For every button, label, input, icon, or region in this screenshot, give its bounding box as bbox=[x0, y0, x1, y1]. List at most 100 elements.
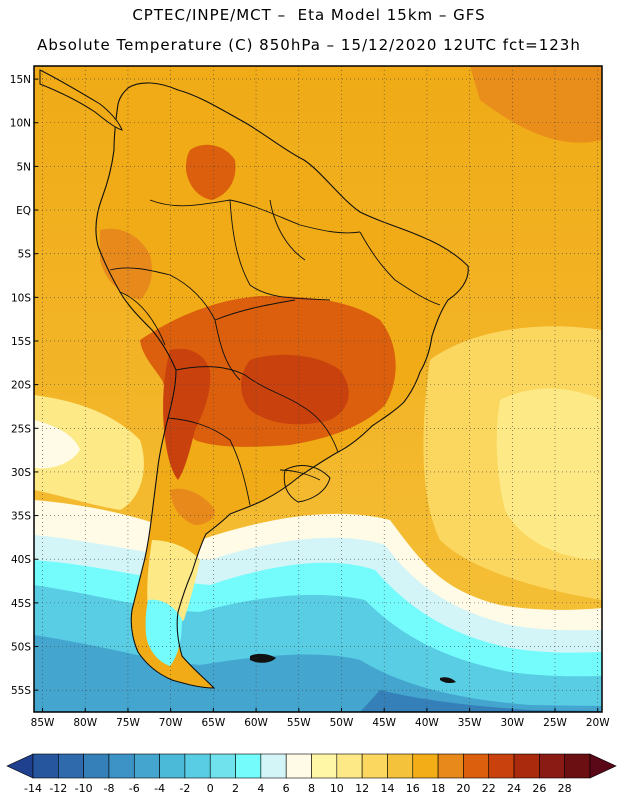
lat-label: 25S bbox=[11, 423, 31, 435]
colorbar-box bbox=[285, 753, 312, 779]
country-borders bbox=[109, 199, 441, 506]
colorbar-box bbox=[209, 753, 236, 779]
colorbar-label: 0 bbox=[207, 782, 214, 795]
lon-label: 25W bbox=[543, 717, 567, 729]
lon-label: 70W bbox=[159, 717, 183, 729]
lon-label: 35W bbox=[458, 717, 482, 729]
colorbar-box bbox=[235, 753, 262, 779]
lat-label: 5N bbox=[16, 161, 31, 173]
map-panel bbox=[33, 65, 603, 713]
colorbar-box bbox=[58, 753, 84, 779]
colorbar-box bbox=[437, 753, 464, 779]
colorbar-label: 24 bbox=[507, 782, 521, 795]
colorbar-box bbox=[412, 753, 439, 779]
colorbar-label: -6 bbox=[129, 782, 140, 795]
lat-label: 30S bbox=[11, 467, 31, 479]
lon-label: 75W bbox=[116, 717, 140, 729]
colorbar-box bbox=[83, 753, 110, 779]
colorbar-label: 2 bbox=[232, 782, 239, 795]
colorbar-box bbox=[539, 753, 565, 779]
chart-title-source: CPTEC/INPE/MCT – Eta Model 15km – GFS bbox=[132, 6, 486, 24]
blue-band-south bbox=[34, 635, 602, 712]
lon-label: 45W bbox=[372, 717, 396, 729]
uruguay-outline bbox=[283, 465, 331, 503]
map-frame bbox=[33, 65, 603, 713]
lat-label: 45S bbox=[11, 598, 31, 610]
colorbar-box bbox=[311, 753, 338, 779]
colorbar-label: 16 bbox=[406, 782, 420, 795]
lon-label: 50W bbox=[330, 717, 354, 729]
lat-label: 20S bbox=[11, 380, 31, 392]
colorbar-label: -4 bbox=[154, 782, 165, 795]
lat-label: 10N bbox=[10, 118, 31, 130]
south-georgia-island bbox=[440, 677, 456, 684]
lat-label: 55S bbox=[11, 685, 31, 697]
colorbar-box bbox=[387, 753, 414, 779]
colorbar-box bbox=[260, 753, 287, 779]
chart-title-variable: Absolute Temperature (C) 850hPa – 15/12/… bbox=[37, 36, 581, 54]
colorbar-label: 26 bbox=[532, 782, 546, 795]
colorbar-label: -8 bbox=[103, 782, 114, 795]
pale-yellow-band-east bbox=[496, 388, 602, 560]
colorbar-label: 20 bbox=[456, 782, 470, 795]
falkland-islands bbox=[250, 653, 276, 663]
colorbar-label: 28 bbox=[558, 782, 572, 795]
lat-label: 40S bbox=[11, 554, 31, 566]
colorbar-label: -14 bbox=[24, 782, 42, 795]
colorbar-box bbox=[361, 753, 388, 779]
colorbar-label: -12 bbox=[49, 782, 67, 795]
colorbar-label: 6 bbox=[283, 782, 290, 795]
colorbar-box bbox=[184, 753, 211, 779]
lon-label: 60W bbox=[244, 717, 268, 729]
lat-label: 10S bbox=[11, 292, 31, 304]
colorbar-box bbox=[133, 753, 160, 779]
hottest-zone-central bbox=[241, 354, 349, 425]
cream-patch-west bbox=[34, 420, 80, 469]
colorbar-box bbox=[159, 753, 186, 779]
colorbar-box bbox=[513, 753, 540, 779]
central-america bbox=[39, 69, 123, 131]
dark-blue-band-south bbox=[360, 690, 602, 712]
colorbar-label: 14 bbox=[380, 782, 394, 795]
lat-label: 15N bbox=[10, 74, 31, 86]
colorbar-label: 8 bbox=[308, 782, 315, 795]
colorbar-box bbox=[32, 753, 59, 779]
pale-yellow-band-west bbox=[34, 395, 144, 510]
colorbar-label: -2 bbox=[179, 782, 190, 795]
lat-label: 35S bbox=[11, 511, 31, 523]
lon-label: 30W bbox=[500, 717, 524, 729]
lat-label: 50S bbox=[11, 642, 31, 654]
cold-zone-tierra-del-fuego bbox=[145, 599, 182, 666]
warm-zone-venezuela bbox=[186, 144, 236, 200]
lat-label: EQ bbox=[16, 205, 31, 217]
colorbar-label: 4 bbox=[257, 782, 264, 795]
lon-label: 20W bbox=[586, 717, 610, 729]
longitude-labels: 85W 80W 75W 70W 65W 60W 55W 50W 45W 40W 35W 30W 25W 2… bbox=[31, 717, 611, 729]
colorbar-label: 18 bbox=[431, 782, 445, 795]
lon-label: 55W bbox=[287, 717, 311, 729]
colorbar-label: 10 bbox=[330, 782, 344, 795]
warm-patch-northeast bbox=[470, 66, 602, 143]
latitude-labels: 15N 10N 5N EQ 5S 10S 15S 20S 25S 30S 35S 40S 45S 50S 5… bbox=[10, 74, 32, 697]
colorbar-box bbox=[336, 753, 363, 779]
lon-label: 65W bbox=[201, 717, 225, 729]
warm-zone-andes-north bbox=[100, 228, 152, 300]
warm-zone-argentina bbox=[170, 488, 215, 525]
colorbar-box bbox=[463, 753, 490, 779]
lon-label: 85W bbox=[31, 717, 55, 729]
colorbar-label: -10 bbox=[75, 782, 93, 795]
colorbar-box bbox=[488, 753, 515, 779]
lat-label: 5S bbox=[18, 249, 32, 261]
colorbar-high-arrow bbox=[589, 753, 617, 779]
lon-label: 80W bbox=[73, 717, 97, 729]
colorbar-box bbox=[564, 753, 591, 779]
colorbar-label: 12 bbox=[355, 782, 369, 795]
lon-label: 40W bbox=[415, 717, 439, 729]
colorbar-label: 22 bbox=[482, 782, 496, 795]
axis-ticks bbox=[34, 78, 599, 712]
lat-label: 15S bbox=[11, 336, 31, 348]
temperature-colorbar: -14 -12 -10 -8 -6 -4 -2 0 2 4 6 8 10 12 14 16 18 20 22 24 26… bbox=[6, 753, 617, 795]
colorbar-box bbox=[108, 753, 135, 779]
colorbar-low-arrow bbox=[6, 753, 34, 779]
